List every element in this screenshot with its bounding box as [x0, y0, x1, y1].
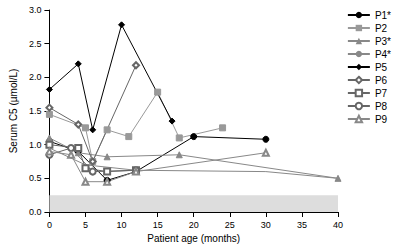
- svg-text:5: 5: [83, 220, 88, 230]
- svg-text:2.5: 2.5: [29, 39, 42, 49]
- svg-text:15: 15: [153, 220, 163, 230]
- svg-text:25: 25: [225, 220, 235, 230]
- svg-text:P6: P6: [375, 75, 388, 86]
- svg-text:20: 20: [189, 220, 199, 230]
- svg-text:P2: P2: [375, 23, 388, 34]
- svg-text:10: 10: [117, 220, 127, 230]
- svg-text:P7: P7: [375, 88, 388, 99]
- svg-text:P5: P5: [375, 62, 388, 73]
- svg-text:P8: P8: [375, 101, 388, 112]
- svg-text:1.5: 1.5: [29, 106, 42, 116]
- svg-text:P1*: P1*: [375, 10, 391, 21]
- svg-text:0: 0: [47, 220, 52, 230]
- svg-text:35: 35: [297, 220, 307, 230]
- svg-text:30: 30: [261, 220, 271, 230]
- svg-text:1.0: 1.0: [29, 140, 42, 150]
- svg-text:3.0: 3.0: [29, 5, 42, 15]
- svg-text:P4*: P4*: [375, 49, 391, 60]
- svg-text:Serum C5 (µmol/L): Serum C5 (µmol/L): [8, 69, 19, 154]
- svg-text:P3*: P3*: [375, 36, 391, 47]
- svg-text:40: 40: [333, 220, 343, 230]
- svg-text:0.0: 0.0: [29, 207, 42, 217]
- svg-text:0.5: 0.5: [29, 173, 42, 183]
- svg-text:Patient age (months): Patient age (months): [147, 233, 240, 244]
- svg-text:2.0: 2.0: [29, 72, 42, 82]
- svg-text:P9: P9: [375, 114, 388, 125]
